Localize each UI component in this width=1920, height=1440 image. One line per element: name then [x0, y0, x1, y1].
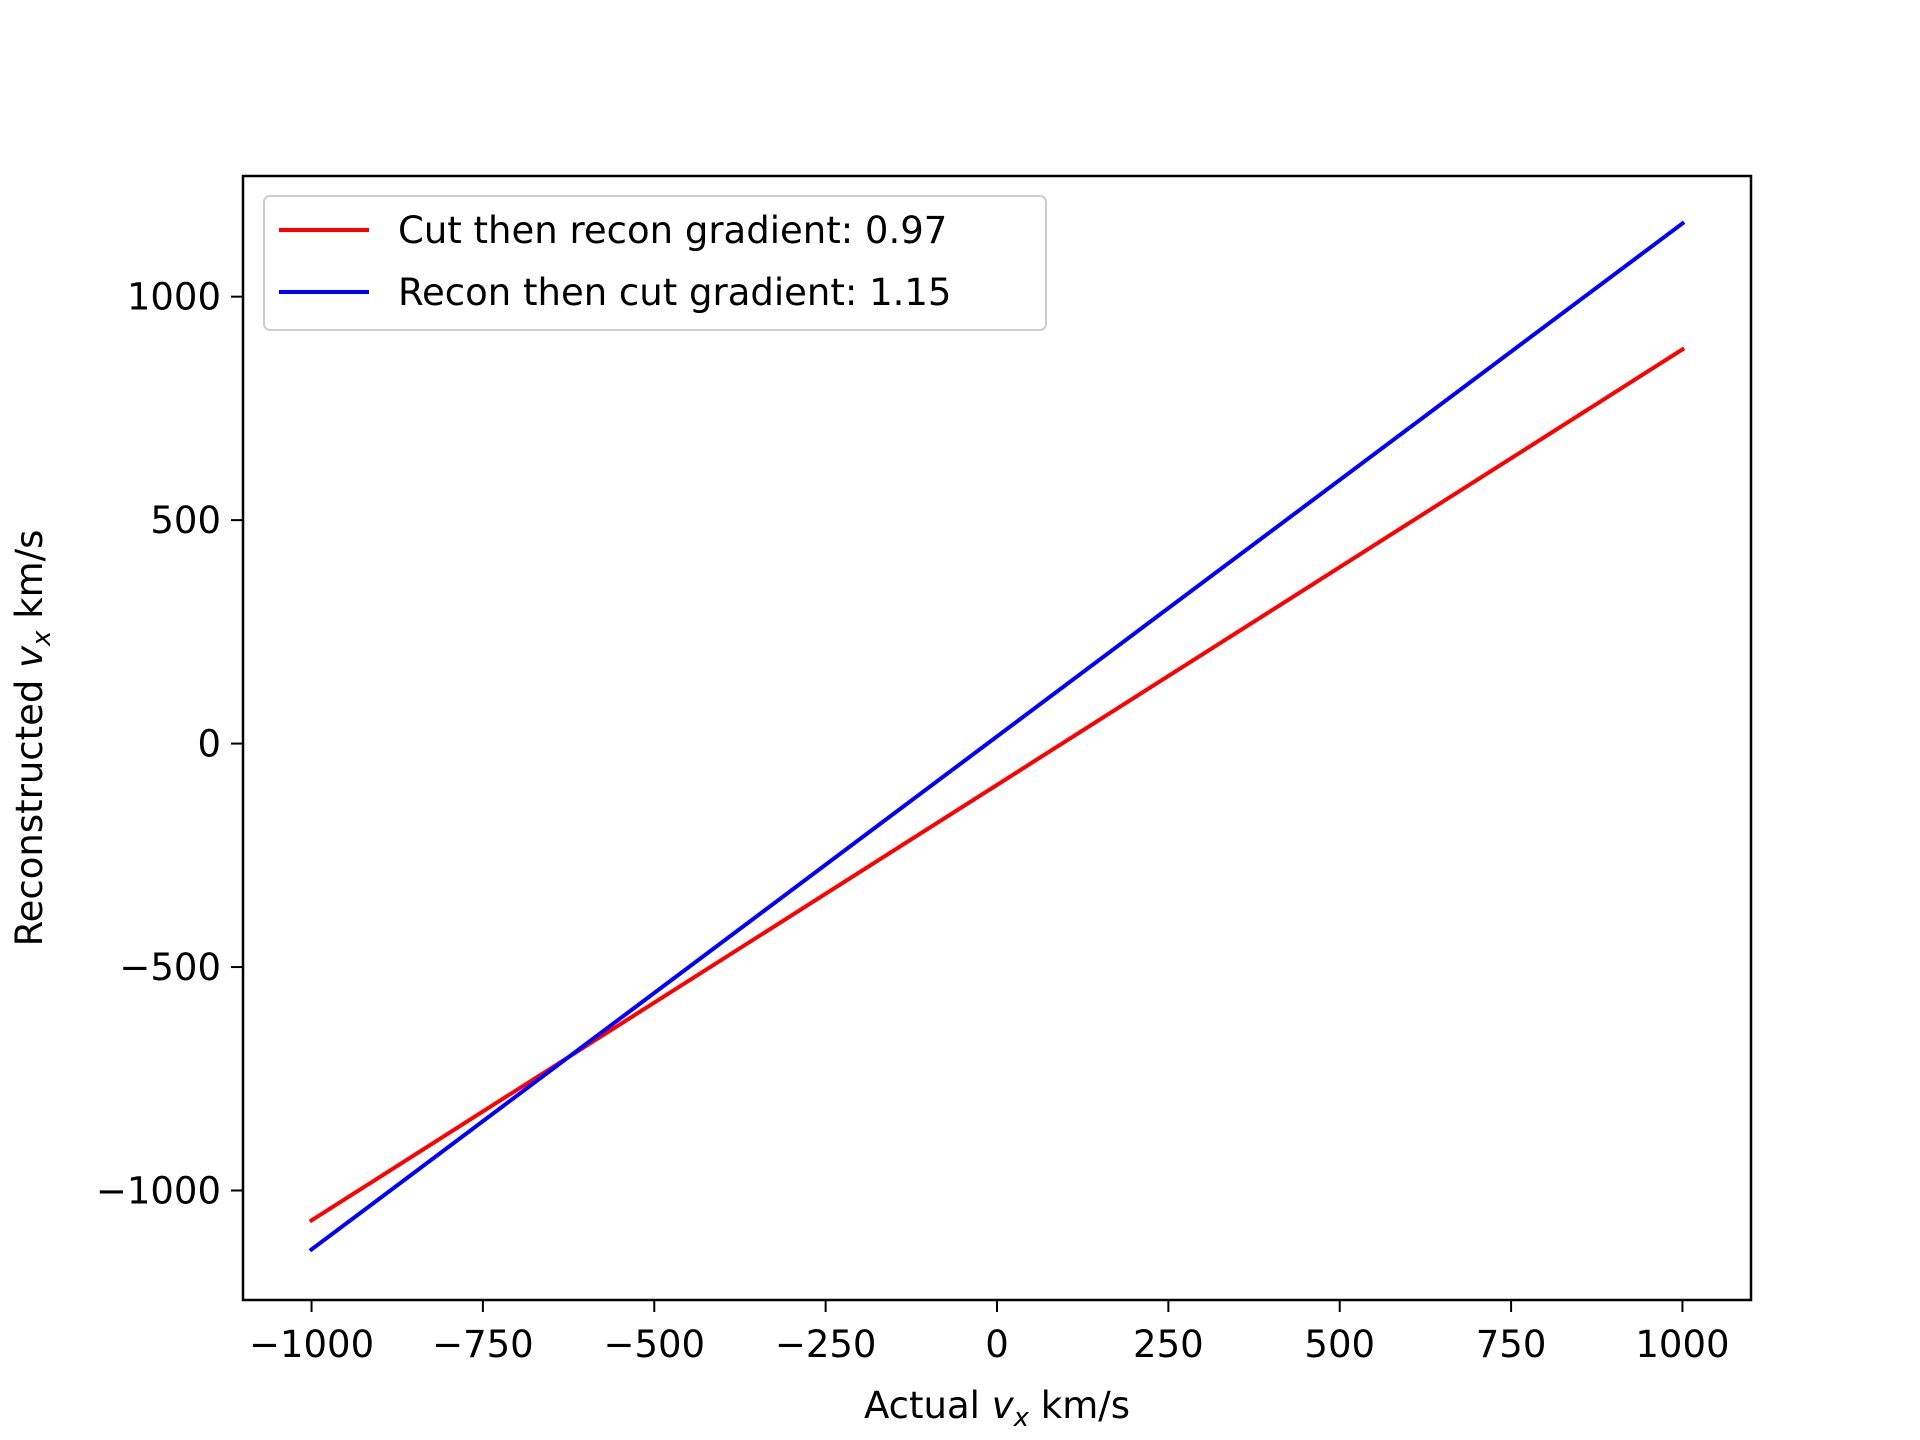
x-axis-label-var: v [992, 1384, 1015, 1427]
series-line-1 [308, 346, 1686, 1224]
y-tick-label: 0 [197, 723, 221, 766]
legend-label-2: Recon then cut gradient: 1.15 [398, 271, 951, 314]
x-axis: −1000 −750 −500 −250 0 250 500 750 1000 [249, 1300, 1730, 1366]
y-axis-label-var: v [8, 645, 51, 668]
series-layer [308, 220, 1686, 1253]
y-tick-label: −500 [119, 946, 221, 989]
legend: Cut then recon gradient: 0.97 Recon then … [263, 195, 1047, 331]
x-tick-label: 1000 [1635, 1323, 1729, 1366]
y-tick-label: 500 [150, 499, 221, 542]
x-axis-label: Actual vx km/s [864, 1384, 1130, 1433]
y-axis-label-suffix: km/s [8, 530, 51, 631]
x-tick-label: 500 [1304, 1323, 1375, 1366]
x-tick-label: 250 [1133, 1323, 1204, 1366]
x-axis-label-sub: x [1013, 1403, 1030, 1433]
series-line-2 [308, 220, 1686, 1253]
y-axis-label-sub: x [27, 630, 57, 647]
y-tick-label: −1000 [96, 1170, 221, 1213]
x-axis-label-suffix: km/s [1029, 1384, 1130, 1427]
x-tick-label: 0 [985, 1323, 1009, 1366]
legend-box [263, 195, 1047, 331]
y-axis-label: Reconstructed vx km/s [8, 530, 57, 947]
x-tick-label: −750 [432, 1323, 534, 1366]
y-axis-label-prefix: Reconstructed [8, 668, 51, 947]
x-tick-label: −1000 [249, 1323, 374, 1366]
legend-label-1: Cut then recon gradient: 0.97 [398, 209, 947, 252]
x-tick-label: −250 [775, 1323, 877, 1366]
x-tick-label: 750 [1476, 1323, 1547, 1366]
y-tick-label: 1000 [127, 276, 221, 319]
x-axis-label-prefix: Actual [864, 1384, 992, 1427]
y-axis: −1000 −500 0 500 1000 [96, 276, 243, 1213]
x-tick-label: −500 [603, 1323, 705, 1366]
